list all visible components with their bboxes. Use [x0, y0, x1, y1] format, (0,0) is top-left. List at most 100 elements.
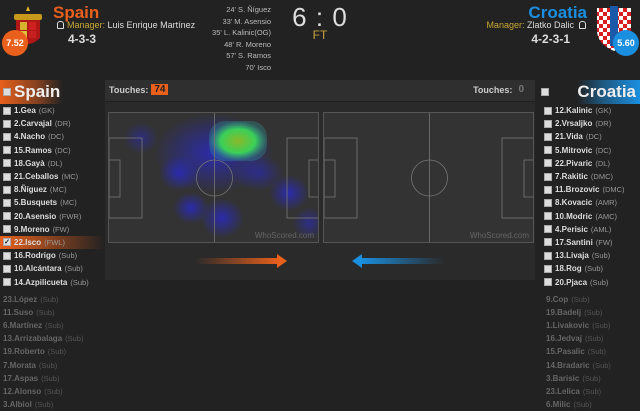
- player-row[interactable]: 8.Ñíguez (MC): [0, 183, 105, 196]
- player-name: 5.Mitrovic: [555, 145, 593, 155]
- checkbox[interactable]: [3, 159, 11, 168]
- manager-icon: [579, 21, 586, 29]
- player-row[interactable]: 11.Brozovic (DMC): [541, 183, 640, 196]
- away-player-list: Croatia 12.Kalinic (GK) 2.Vrsaljko (DR) 21.V…: [535, 80, 640, 411]
- checkbox[interactable]: [544, 278, 552, 287]
- player-name: 19.Roberto: [3, 347, 45, 357]
- player-position: (GK): [595, 106, 612, 116]
- player-row[interactable]: 8.Kovacic (AMR): [541, 196, 640, 209]
- player-row[interactable]: 1.Gea (GK): [0, 104, 105, 117]
- unused-sub-row: 13.Arrizabalaga (Sub): [0, 332, 105, 345]
- player-row[interactable]: 20.Asensio (FWR): [0, 210, 105, 223]
- player-position: (Sub): [591, 251, 611, 261]
- checkbox[interactable]: [3, 146, 11, 155]
- player-row[interactable]: 18.Rog (Sub): [541, 262, 640, 275]
- checkbox[interactable]: [544, 212, 552, 221]
- unused-sub-row: 6.Milic (Sub): [543, 398, 640, 411]
- checkbox[interactable]: [544, 198, 552, 207]
- player-name: 8.Ñíguez: [14, 185, 47, 195]
- player-row[interactable]: 14.Azpilicueta (Sub): [0, 275, 105, 288]
- player-position: (DC): [585, 132, 602, 142]
- checkbox[interactable]: [3, 88, 11, 96]
- checkbox[interactable]: [544, 185, 552, 194]
- checkbox[interactable]: [3, 106, 11, 115]
- checkbox[interactable]: [544, 251, 552, 260]
- player-row[interactable]: 22.Pivaric (DL): [541, 157, 640, 170]
- player-row[interactable]: 15.Ramos (DC): [0, 144, 105, 157]
- checkbox[interactable]: [3, 278, 11, 287]
- checkbox[interactable]: [544, 106, 552, 115]
- checkbox[interactable]: [3, 119, 11, 128]
- player-row[interactable]: 21.Ceballos (MC): [0, 170, 105, 183]
- player-row[interactable]: ✓ 22.Isco (FWL): [0, 235, 105, 250]
- checkbox[interactable]: ✓: [3, 238, 11, 247]
- player-name: 10.Modric: [555, 211, 593, 221]
- unused-sub-row: 14.Bradaric (Sub): [543, 359, 640, 372]
- checkbox[interactable]: [3, 225, 11, 234]
- checkbox[interactable]: [3, 172, 11, 181]
- player-row[interactable]: 10.Alcántara (Sub): [0, 262, 105, 275]
- checkbox[interactable]: [3, 198, 11, 207]
- player-position: (Sub): [65, 334, 84, 344]
- checkbox[interactable]: [544, 238, 552, 247]
- checkbox[interactable]: [544, 132, 552, 141]
- checkbox[interactable]: [544, 172, 552, 181]
- player-position: (DMC): [590, 172, 613, 182]
- player-name: 6.Martínez: [3, 321, 43, 331]
- player-row[interactable]: 2.Carvajal (DR): [0, 117, 105, 130]
- player-position: (FW): [595, 237, 613, 247]
- checkbox[interactable]: [544, 119, 552, 128]
- player-position: (DR): [595, 119, 612, 129]
- player-name: 12.Kalinic: [555, 106, 593, 116]
- home-team-name[interactable]: Spain: [53, 3, 100, 22]
- player-row[interactable]: 9.Moreno (FW): [0, 223, 105, 236]
- player-row[interactable]: 16.Rodrigo (Sub): [0, 249, 105, 262]
- player-name: 9.Cop: [546, 294, 569, 304]
- player-row[interactable]: 18.Gayà (DL): [0, 157, 105, 170]
- pitch-lines: [324, 113, 533, 242]
- player-row[interactable]: 20.Pjaca (Sub): [541, 275, 640, 288]
- player-row[interactable]: 10.Modric (AMC): [541, 210, 640, 223]
- home-manager: Manager: Luis Enrique Martínez: [57, 20, 195, 30]
- player-row[interactable]: 5.Mitrovic (DC): [541, 144, 640, 157]
- checkbox[interactable]: [544, 264, 552, 273]
- player-position: (Sub): [584, 307, 603, 317]
- player-row[interactable]: 4.Nacho (DC): [0, 130, 105, 143]
- checkbox[interactable]: [544, 225, 552, 234]
- player-name: 7.Rakitic: [555, 172, 588, 182]
- home-select-all[interactable]: Spain: [0, 80, 105, 104]
- checkbox[interactable]: [3, 251, 11, 260]
- player-row[interactable]: 5.Busquets (MC): [0, 196, 105, 209]
- unused-sub-row: 7.Morata (Sub): [0, 359, 105, 372]
- checkbox[interactable]: [3, 132, 11, 141]
- away-team-name[interactable]: Croatia: [528, 3, 587, 22]
- player-row[interactable]: 4.Perisic (AML): [541, 223, 640, 236]
- checkbox[interactable]: [544, 159, 552, 168]
- player-name: 10.Alcántara: [14, 264, 62, 274]
- player-row[interactable]: 12.Kalinic (GK): [541, 104, 640, 117]
- checkbox[interactable]: [544, 146, 552, 155]
- player-row[interactable]: 17.Santini (FW): [541, 236, 640, 249]
- player-position: (Sub): [45, 321, 64, 331]
- player-position: (Sub): [70, 277, 89, 287]
- player-position: (FWL): [44, 237, 65, 247]
- player-row[interactable]: 2.Vrsaljko (DR): [541, 117, 640, 130]
- away-formation: 4-2-3-1: [531, 32, 570, 46]
- checkbox[interactable]: [541, 88, 549, 96]
- player-name: 14.Azpilicueta: [14, 277, 68, 287]
- checkbox[interactable]: [3, 212, 11, 221]
- player-position: (MC): [61, 172, 79, 182]
- player-row[interactable]: 7.Rakitic (DMC): [541, 170, 640, 183]
- player-position: (Sub): [584, 264, 604, 274]
- away-select-all[interactable]: Croatia: [535, 80, 640, 104]
- player-position: (Sub): [571, 294, 590, 304]
- player-name: 8.Kovacic: [555, 198, 593, 208]
- player-position: (Sub): [592, 360, 611, 370]
- home-touches: Touches: 74: [109, 84, 169, 95]
- player-name: 23.López: [3, 294, 38, 304]
- player-row[interactable]: 21.Vida (DC): [541, 130, 640, 143]
- checkbox[interactable]: [3, 185, 11, 194]
- player-row[interactable]: 13.Livaja (Sub): [541, 249, 640, 262]
- unused-sub-row: 19.Badelj (Sub): [543, 306, 640, 319]
- checkbox[interactable]: [3, 264, 11, 273]
